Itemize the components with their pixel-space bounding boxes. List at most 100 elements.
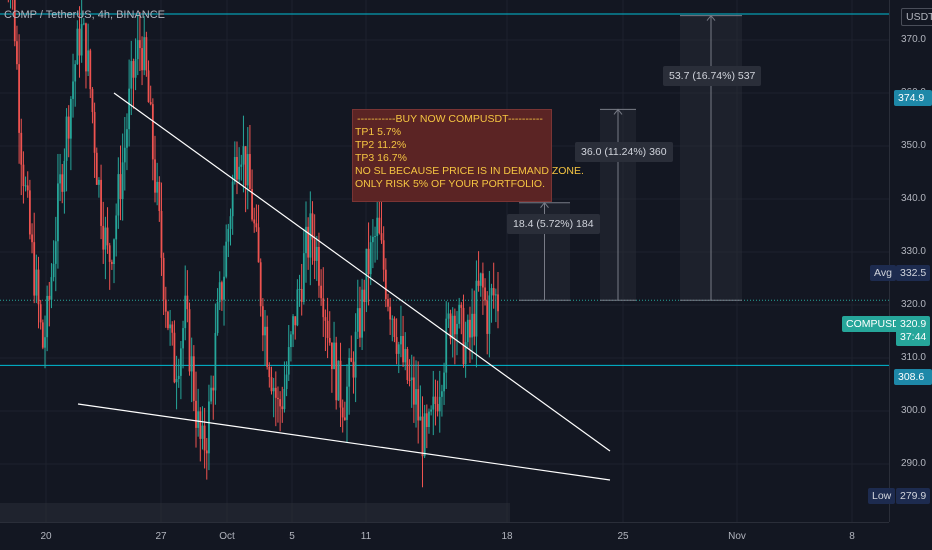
candle-body: [494, 294, 497, 296]
trade-note[interactable]: -----------BUY NOW COMPUSDT---------- TP…: [352, 109, 584, 202]
candle-body: [456, 323, 458, 335]
time-tick-label: 27: [155, 531, 167, 542]
candle-body: [110, 261, 113, 265]
candle-body: [402, 336, 404, 363]
price-tick-label: 370.0: [900, 34, 926, 45]
candle-body: [205, 450, 208, 454]
candle-body: [102, 225, 105, 250]
candle-body: [52, 263, 55, 278]
price-tick-label: 300.0: [900, 405, 926, 416]
candle-body: [497, 294, 499, 312]
candle-body: [464, 342, 467, 365]
candle-body: [425, 413, 428, 428]
candle-body: [26, 185, 29, 191]
candle-body: [449, 313, 452, 339]
candle-body: [76, 28, 79, 65]
candle-body: [119, 174, 122, 200]
candle-body: [195, 400, 197, 428]
candle-body: [380, 233, 383, 241]
candle-body: [141, 48, 143, 71]
candle-body: [302, 253, 305, 302]
candle-body: [108, 245, 111, 262]
candle-body: [296, 289, 299, 326]
candle-body: [328, 337, 331, 343]
candle-body: [113, 239, 115, 265]
candle-body: [54, 241, 57, 264]
candle-body: [246, 154, 249, 186]
candle-body: [208, 401, 210, 454]
candle-body: [106, 227, 109, 246]
candle-body: [436, 403, 439, 412]
last-price-badge: 320.9 37:44: [896, 316, 931, 346]
time-tick-label: 25: [617, 531, 629, 542]
candle-body: [93, 112, 96, 153]
wedge-trendlines: [77, 92, 611, 481]
candle-body: [24, 185, 27, 187]
candle-body: [387, 299, 389, 307]
candle-body: [210, 387, 212, 402]
measure-label-tp1[interactable]: 18.4 (5.72%) 184: [507, 214, 600, 234]
candle-body: [117, 174, 120, 216]
candle-body: [154, 159, 156, 193]
candle-body: [156, 181, 159, 193]
candle-body: [477, 280, 480, 286]
candle-body: [236, 157, 238, 180]
candle-body: [395, 337, 398, 354]
candle-body: [74, 64, 77, 82]
candle-body: [132, 61, 135, 78]
candle-body: [322, 298, 325, 318]
candle-body: [22, 164, 25, 187]
support-price-badge: 308.6: [894, 369, 932, 385]
candle-body: [274, 387, 277, 398]
note-line: TP1 5.7%: [355, 126, 402, 138]
currency-badge[interactable]: USDT: [901, 8, 932, 26]
candle-body: [231, 181, 234, 217]
note-line: TP3 16.7%: [355, 152, 407, 164]
candle-body: [126, 129, 128, 148]
candle-body: [39, 304, 42, 323]
candle-body: [348, 357, 351, 387]
candle-body: [490, 288, 493, 296]
resistance-price-badge: 374.9: [894, 90, 932, 106]
candle-body: [175, 379, 178, 383]
price-tick-label: 350.0: [900, 140, 926, 151]
candle-body: [182, 328, 184, 349]
axis-separator: [889, 0, 890, 522]
candle-body: [430, 409, 433, 412]
candle-body: [326, 320, 329, 338]
candle-body: [294, 316, 297, 326]
upper-trendline: [113, 92, 611, 452]
candle-body: [139, 40, 141, 49]
candle-body: [378, 217, 381, 234]
candle-body: [419, 416, 422, 421]
measure-label-tp3[interactable]: 53.7 (16.74%) 537: [663, 66, 762, 86]
candle-body: [158, 181, 161, 211]
candle-body: [227, 228, 230, 242]
candle-body: [283, 388, 286, 410]
candle-body: [335, 342, 338, 401]
candle-body: [20, 132, 23, 165]
candle-body: [313, 239, 316, 261]
candle-body: [270, 377, 273, 392]
measure-arrowhead: [706, 14, 716, 21]
note-line: NO SL BECAUSE PRICE IS IN DEMAND ZONE.: [355, 165, 584, 177]
candle-body: [359, 308, 361, 338]
candle-body: [162, 257, 165, 300]
candle-body: [91, 89, 94, 113]
candle-body: [50, 277, 53, 300]
candle-body: [67, 116, 70, 139]
candle-body: [72, 81, 74, 99]
candle-body: [279, 399, 282, 407]
candle-body: [233, 157, 236, 182]
candle-body: [367, 248, 370, 275]
candle-body: [315, 246, 318, 261]
candle-body: [415, 389, 417, 405]
note-line: TP2 11.2%: [355, 139, 407, 151]
candle-body: [190, 356, 193, 372]
candle-body: [460, 304, 463, 308]
candle-body: [44, 337, 46, 348]
candle-body: [251, 189, 253, 220]
candle-body: [318, 246, 320, 286]
measure-label-tp2[interactable]: 36.0 (11.24%) 360: [575, 142, 673, 162]
